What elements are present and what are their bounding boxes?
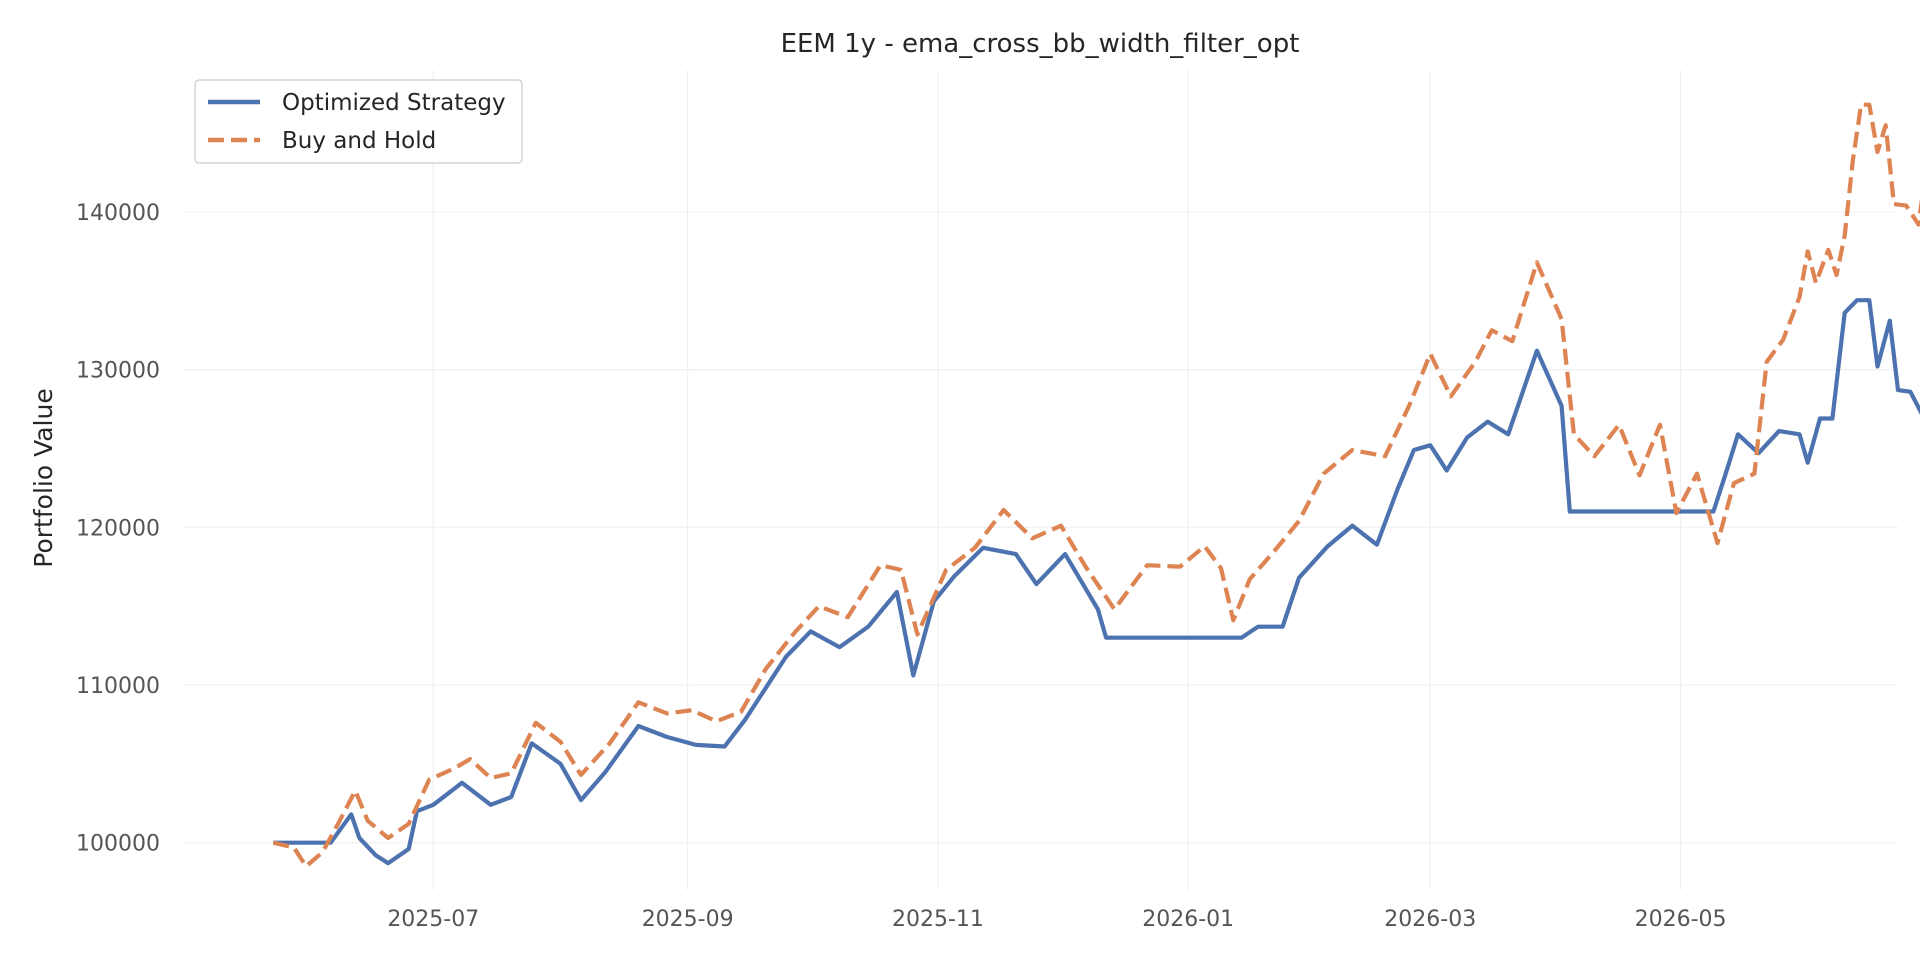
- legend: Optimized Strategy Buy and Hold: [194, 79, 523, 164]
- x-tick-label: 2026-03: [1384, 907, 1476, 932]
- y-tick-label: 120000: [76, 516, 160, 541]
- x-tick-label: 2025-09: [642, 907, 734, 932]
- series-layer: [272, 102, 1920, 869]
- x-tick-label: 2025-07: [387, 907, 479, 932]
- y-tick-label: 100000: [76, 832, 160, 857]
- axis-layer: 100000 110000 120000 130000 140000 2025-07 202…: [76, 201, 1726, 932]
- legend-label-buy-and-hold: Buy and Hold: [282, 128, 436, 154]
- chart-title: EEM 1y - ema_cross_bb_width_filter_opt: [781, 29, 1300, 59]
- grid-layer: [183, 70, 1898, 890]
- legend-frame: [194, 79, 523, 164]
- y-axis-label: Portfolio Value: [29, 388, 58, 567]
- y-tick-label: 130000: [76, 359, 160, 384]
- x-tick-label: 2026-01: [1142, 907, 1234, 932]
- series-line-optimized-strategy: [273, 298, 1920, 866]
- series-line-buy-and-hold: [272, 102, 1920, 869]
- legend-label-optimized-strategy: Optimized Strategy: [282, 90, 506, 116]
- x-tick-label: 2025-11: [892, 907, 984, 932]
- x-tick-label: 2026-05: [1635, 907, 1727, 932]
- y-tick-label: 110000: [76, 674, 160, 699]
- y-tick-label: 140000: [76, 201, 160, 226]
